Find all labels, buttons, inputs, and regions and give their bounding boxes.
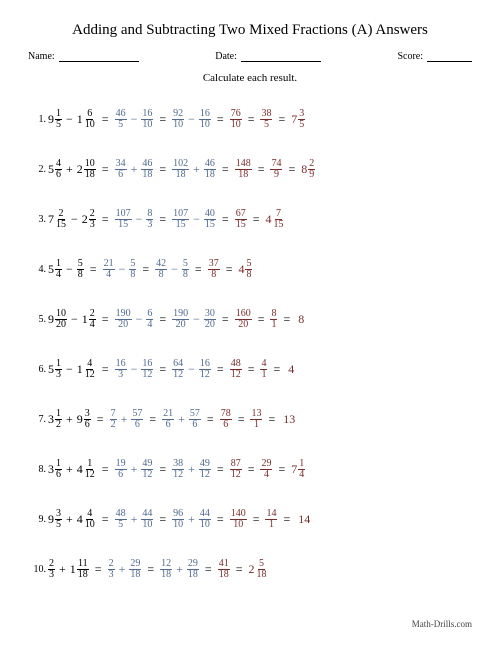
problem-row: 5.91020−124=19020−64=19020−3020=16020=81… <box>28 294 472 344</box>
problem-number: 5. <box>28 314 48 325</box>
score-line <box>427 51 472 62</box>
problem-row: 4.514−58=214−58=428−58=378=458 <box>28 244 472 294</box>
instruction: Calculate each result. <box>28 72 472 84</box>
date-field: Date: <box>215 51 321 62</box>
problem-number: 9. <box>28 514 48 525</box>
problem-row: 10.23+11118=23+2918=1218+2918=4118=2518 <box>28 544 472 594</box>
date-line <box>241 51 321 62</box>
problem-number: 10. <box>28 564 48 575</box>
problem-number: 6. <box>28 364 48 375</box>
problem-row: 1.915−1610=465−1610=9210−1610=7610=385=7… <box>28 94 472 144</box>
score-label: Score: <box>397 51 423 62</box>
info-row: Name: Date: Score: <box>28 51 472 62</box>
problem-number: 8. <box>28 464 48 475</box>
name-line <box>59 51 139 62</box>
problem-number: 3. <box>28 214 48 225</box>
problem-row: 7.312+936=72+576=216+576=786=131=13 <box>28 394 472 444</box>
problem-row: 9.935+4410=485+4410=9610+4410=14010=141=… <box>28 494 472 544</box>
footer: Math-Drills.com <box>28 615 472 629</box>
problem-number: 2. <box>28 164 48 175</box>
page-title: Adding and Subtracting Two Mixed Fractio… <box>28 22 472 39</box>
problem-number: 1. <box>28 114 48 125</box>
worksheet-page: Adding and Subtracting Two Mixed Fractio… <box>0 0 500 647</box>
name-label: Name: <box>28 51 55 62</box>
problem-number: 7. <box>28 414 48 425</box>
problem-number: 4. <box>28 264 48 275</box>
date-label: Date: <box>215 51 237 62</box>
name-field: Name: <box>28 51 139 62</box>
problem-row: 6.513−1412=163−1612=6412−1612=4812=41=4 <box>28 344 472 394</box>
problem-row: 8.316+4112=196+4912=3812+4912=8712=294=7… <box>28 444 472 494</box>
problem-list: 1.915−1610=465−1610=9210−1610=7610=385=7… <box>28 94 472 615</box>
problem-row: 2.546+21018=346+4618=10218+4618=14818=74… <box>28 144 472 194</box>
score-field: Score: <box>397 51 472 62</box>
problem-row: 3.7215−223=10715−83=10715−4015=6715=4715 <box>28 194 472 244</box>
